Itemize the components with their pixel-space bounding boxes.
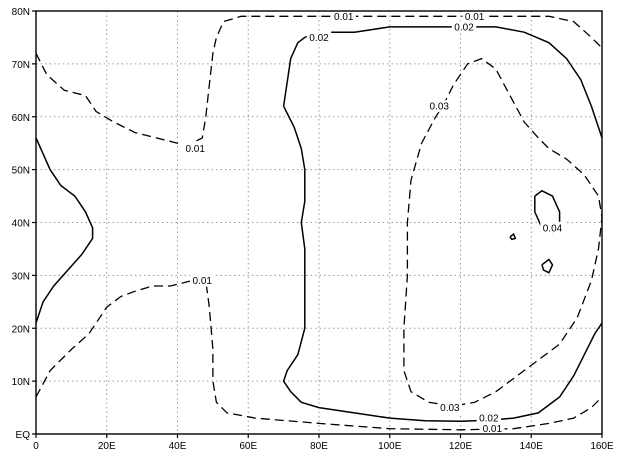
contour-line-0-01 bbox=[35, 280, 603, 431]
contour-label-background bbox=[331, 10, 356, 23]
x-tick-label: 160E bbox=[590, 441, 614, 452]
y-tick-label: 30N bbox=[12, 271, 30, 282]
contour-lines bbox=[35, 15, 603, 431]
contour-label-background bbox=[437, 401, 463, 414]
y-tick-label: 50N bbox=[12, 166, 30, 177]
contour-label: 0.02 bbox=[309, 33, 329, 44]
y-tick-label: 40N bbox=[12, 219, 30, 230]
contour-line-0-02 bbox=[282, 105, 603, 423]
contour-label-background bbox=[476, 412, 501, 425]
x-tick-label: 0 bbox=[33, 441, 39, 452]
x-tick-label: 60E bbox=[239, 441, 257, 452]
contour-line-0-02 bbox=[282, 26, 603, 139]
x-tick-label: 140E bbox=[520, 441, 544, 452]
contour-label: 0.01 bbox=[465, 12, 485, 23]
contour-labels: 0.01 0.010.020.020.030.010.040.010.030.02… bbox=[182, 10, 565, 435]
contour-label-background bbox=[427, 100, 452, 113]
x-tick-label: 80E bbox=[310, 441, 328, 452]
contour-label: 0.03 bbox=[430, 102, 450, 113]
x-tick-label: 40E bbox=[169, 441, 187, 452]
contour-label: 0.01 bbox=[185, 144, 205, 155]
y-axis-ticks: EQ 10N 20N 30N 40N 50N 60N 70N 80N bbox=[12, 7, 36, 441]
x-tick-label: 100E bbox=[378, 441, 402, 452]
y-tick-label: 70N bbox=[12, 60, 30, 71]
grid-lines bbox=[36, 11, 602, 434]
contour-line-0-04 bbox=[541, 258, 554, 274]
contour-label: 0.04 bbox=[543, 223, 563, 234]
y-tick-label: EQ bbox=[16, 430, 31, 441]
contour-label: 0.02 bbox=[479, 414, 499, 425]
contour-label-background bbox=[540, 221, 565, 234]
contour-line-0-04 bbox=[509, 232, 517, 241]
contour-label: 0.03 bbox=[440, 403, 460, 414]
contour-label-background bbox=[190, 274, 215, 287]
y-tick-label: 80N bbox=[12, 7, 30, 18]
y-tick-label: 10N bbox=[12, 377, 30, 388]
y-tick-label: 60N bbox=[12, 113, 30, 124]
contour-label: 0.01 bbox=[334, 12, 354, 23]
contour-label-background bbox=[480, 422, 505, 435]
x-tick-label: 120E bbox=[449, 441, 473, 452]
contour-label: 0.01 bbox=[483, 424, 503, 435]
contour-label-background bbox=[306, 31, 332, 44]
contour-label-background bbox=[182, 142, 208, 155]
contour-label: 0.01 bbox=[193, 276, 213, 287]
contour-line-0-02 bbox=[35, 137, 94, 324]
x-axis-ticks: 0 20E 40E 60E 80E 100E 120E 140E 160E bbox=[33, 434, 614, 452]
contour-label: 0.02 bbox=[454, 22, 474, 33]
contour-label-background bbox=[462, 10, 487, 23]
x-tick-label: 20E bbox=[98, 441, 116, 452]
contour-line-0-01 bbox=[35, 15, 603, 144]
contour-line-0-03 bbox=[403, 57, 603, 407]
contour-label-background bbox=[451, 20, 477, 33]
y-tick-label: 20N bbox=[12, 324, 30, 335]
